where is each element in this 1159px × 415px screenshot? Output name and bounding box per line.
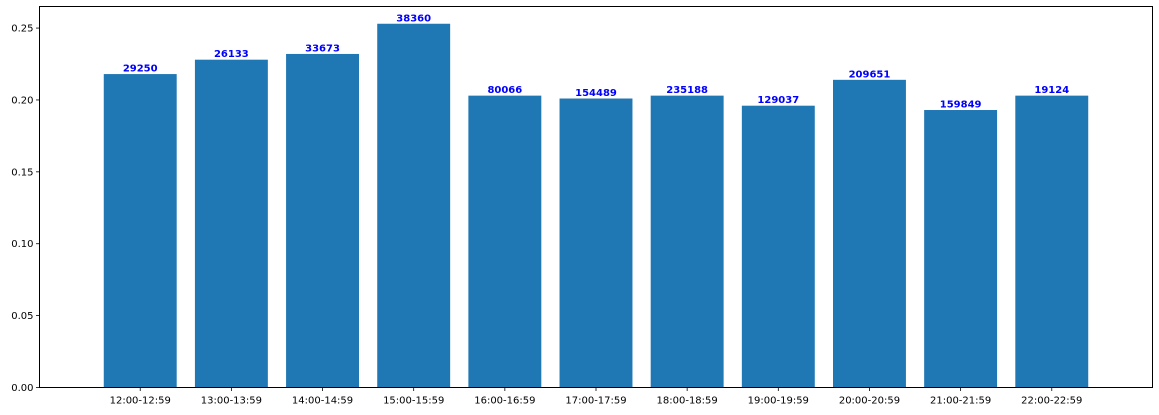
bar (103, 74, 177, 388)
bar (924, 110, 998, 388)
x-tick-label: 19:00-19:59 (748, 396, 809, 407)
y-tick-label: 0.15 (11, 167, 33, 178)
bar (194, 59, 268, 388)
x-tick-label: 18:00-18:59 (657, 396, 718, 407)
data-label: 235188 (666, 85, 708, 96)
x-tick-label: 22:00-22:59 (1021, 396, 1082, 407)
x-tick-label: 17:00-17:59 (565, 396, 626, 407)
data-label: 26133 (214, 49, 249, 60)
y-tick-label: 0.25 (11, 24, 33, 35)
data-label: 38360 (396, 13, 431, 24)
x-tick-label: 13:00-13:59 (201, 396, 262, 407)
data-label: 19124 (1034, 85, 1069, 96)
x-tick-label: 12:00-12:59 (110, 396, 171, 407)
bar (650, 95, 724, 388)
data-label: 159849 (940, 100, 982, 111)
y-tick-label: 0.05 (11, 311, 33, 322)
y-tick-label: 0.00 (11, 383, 33, 394)
bar (1015, 95, 1089, 388)
bar (559, 98, 633, 388)
data-label: 209651 (849, 69, 891, 80)
x-tick-label: 15:00-15:59 (383, 396, 444, 407)
data-label: 154489 (575, 88, 617, 99)
bars-layer (103, 23, 1089, 388)
x-tick-label: 21:00-21:59 (930, 396, 991, 407)
y-axis: 0.00 0.05 0.10 0.15 0.20 0.25 (11, 24, 40, 394)
bar (286, 53, 359, 388)
data-label: 80066 (487, 85, 522, 96)
data-label: 33673 (305, 43, 340, 54)
x-tick-label: 20:00-20:59 (839, 396, 900, 407)
data-labels-layer: 29250 26133 33673 38360 80066 154489 235188 129… (123, 13, 1069, 110)
data-label: 129037 (757, 95, 799, 106)
y-tick-label: 0.20 (11, 95, 33, 106)
bar (833, 79, 906, 388)
bar (377, 23, 451, 388)
data-label: 29250 (123, 64, 158, 75)
x-axis: 12:00-12:59 13:00-13:59 14:00-14:59 15:00-1… (110, 387, 1082, 407)
plot-frame (39, 6, 1153, 388)
bar (468, 95, 542, 388)
x-tick-label: 14:00-14:59 (292, 396, 353, 407)
y-tick-label: 0.10 (11, 239, 33, 250)
bar (741, 105, 815, 388)
x-tick-label: 16:00-16:59 (474, 396, 535, 407)
